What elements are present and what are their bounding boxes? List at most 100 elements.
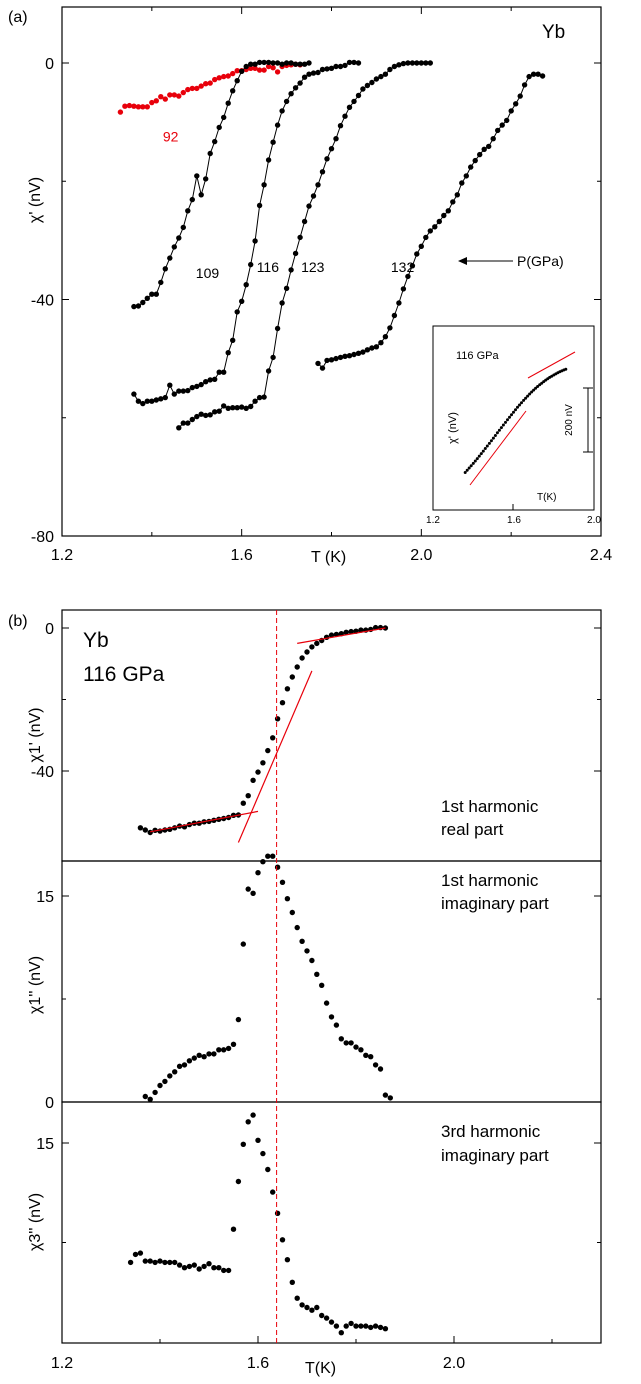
series-116: 116: [131, 59, 362, 407]
data-point: [274, 716, 281, 722]
data-point: [270, 735, 276, 741]
data-point: [521, 82, 528, 88]
data-point: [216, 1047, 222, 1053]
subpanel-imag3-annotation: imaginary part: [441, 1146, 549, 1165]
data-point: [216, 1265, 222, 1271]
data-point: [245, 1119, 251, 1125]
data-point: [348, 1040, 354, 1046]
data-point: [283, 60, 290, 66]
data-point: [243, 63, 249, 70]
data-point: [319, 169, 326, 175]
inset-series: [463, 367, 568, 474]
data-point: [274, 60, 281, 66]
series-line: [178, 62, 431, 429]
data-point: [328, 146, 335, 152]
inset-data-point: [467, 466, 471, 470]
data-point: [477, 151, 483, 158]
data-point: [162, 266, 168, 272]
data-point: [135, 104, 142, 110]
subpanel-series: [142, 853, 393, 1103]
data-point: [234, 405, 240, 411]
series-label: 109: [196, 265, 220, 281]
inset-data-point: [463, 471, 467, 474]
data-point: [306, 71, 312, 77]
inset-data-point: [471, 461, 475, 465]
data-point: [284, 896, 291, 902]
data-point: [144, 104, 150, 110]
data-point: [297, 80, 303, 86]
data-point: [221, 114, 227, 121]
data-point: [526, 73, 532, 80]
data-point: [256, 67, 263, 73]
data-point: [535, 71, 541, 77]
data-point: [225, 350, 231, 356]
data-point: [454, 192, 460, 198]
data-point: [319, 66, 326, 73]
inset-data-point: [493, 434, 497, 437]
inset-fit-line: [527, 351, 576, 379]
data-point: [274, 122, 281, 128]
data-point: [153, 397, 159, 403]
data-point: [324, 156, 330, 162]
subpanel-real-y-axis-label: χ1' (nV): [27, 707, 44, 762]
data-point: [346, 104, 353, 111]
data-point: [355, 92, 362, 99]
data-point: [127, 1259, 134, 1266]
data-point: [338, 1036, 344, 1042]
data-point: [212, 76, 218, 83]
data-point: [292, 250, 299, 257]
inset-data-point: [524, 396, 528, 400]
data-point: [378, 73, 384, 80]
data-point: [194, 383, 200, 390]
data-point: [230, 1226, 237, 1232]
data-point: [304, 649, 310, 655]
data-point: [260, 760, 266, 766]
data-point: [131, 391, 137, 397]
data-point: [207, 80, 213, 86]
data-point: [508, 108, 514, 114]
inset-tick-label: 2.0: [587, 515, 601, 526]
x-tick-label: 2.0: [410, 547, 432, 564]
data-point: [315, 360, 321, 367]
data-point: [297, 61, 303, 67]
data-point: [468, 164, 474, 170]
data-point: [314, 971, 320, 977]
data-point: [284, 1257, 291, 1263]
series-92: 92: [117, 61, 303, 144]
data-point: [288, 60, 294, 66]
data-point: [186, 1058, 193, 1064]
data-point: [304, 1304, 310, 1311]
data-point: [369, 79, 375, 86]
data-point: [377, 1324, 384, 1331]
inset-data-point: [514, 408, 517, 412]
inset-data-point: [520, 401, 523, 405]
inset-data-point: [491, 436, 495, 440]
data-point: [301, 61, 308, 67]
data-point: [250, 890, 256, 896]
data-point: [185, 208, 191, 214]
inset-data-point: [504, 420, 507, 424]
inset-data-point: [481, 449, 485, 453]
data-point: [346, 59, 353, 66]
data-point: [333, 1323, 340, 1329]
data-point: [216, 124, 222, 131]
data-point: [248, 61, 254, 67]
data-point: [270, 65, 276, 71]
data-point: [418, 60, 424, 66]
data-point: [292, 85, 299, 91]
data-point: [400, 286, 407, 292]
data-point: [270, 139, 276, 145]
data-point: [198, 381, 204, 388]
inset-scale-bar-label: 200 nV: [564, 404, 575, 436]
series-109: 109: [131, 59, 312, 310]
inset-data-point: [506, 418, 509, 422]
series-label: 116: [257, 259, 280, 275]
data-point: [288, 267, 294, 273]
y-tick-label: -40: [31, 764, 54, 781]
data-point: [324, 66, 330, 72]
data-point: [342, 113, 348, 119]
inset-data-point: [473, 459, 477, 463]
data-point: [186, 1263, 193, 1270]
data-point: [261, 67, 267, 73]
data-point: [132, 1251, 139, 1258]
